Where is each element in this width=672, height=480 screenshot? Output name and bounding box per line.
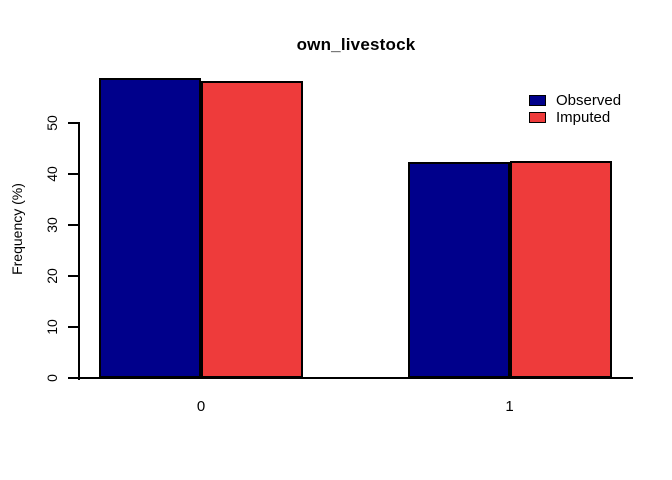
y-axis-line bbox=[78, 122, 80, 380]
y-tick-mark bbox=[68, 275, 79, 277]
y-tick-label: 0 bbox=[44, 374, 60, 382]
y-tick-label: 30 bbox=[44, 217, 60, 233]
y-tick-mark bbox=[68, 326, 79, 328]
x-axis-line bbox=[78, 377, 633, 379]
y-tick-label: 50 bbox=[44, 115, 60, 131]
y-tick-mark bbox=[68, 173, 79, 175]
bar-observed-cat1 bbox=[408, 162, 510, 378]
y-tick-mark bbox=[68, 224, 79, 226]
x-category-label: 0 bbox=[196, 398, 206, 415]
x-category-label: 1 bbox=[505, 398, 514, 415]
y-tick-label: 20 bbox=[44, 268, 60, 284]
legend-swatch-imputed bbox=[529, 111, 546, 123]
bar-imputed-cat1 bbox=[510, 161, 612, 378]
legend-item-observed: Observed bbox=[529, 91, 622, 109]
legend-item-imputed: Imputed bbox=[529, 108, 621, 126]
y-tick-mark bbox=[68, 122, 79, 124]
y-tick-mark bbox=[68, 377, 79, 379]
bar-imputed-cat0 bbox=[201, 81, 303, 378]
chart-title: own_livestock bbox=[296, 35, 416, 54]
legend: Observed Imputed bbox=[529, 92, 621, 126]
legend-label-imputed: Imputed bbox=[556, 108, 611, 126]
bar-observed-cat0 bbox=[99, 78, 201, 378]
legend-label-observed: Observed bbox=[556, 91, 622, 109]
y-tick-label: 10 bbox=[44, 319, 60, 335]
y-tick-label: 40 bbox=[44, 166, 60, 182]
legend-swatch-observed bbox=[529, 94, 546, 106]
